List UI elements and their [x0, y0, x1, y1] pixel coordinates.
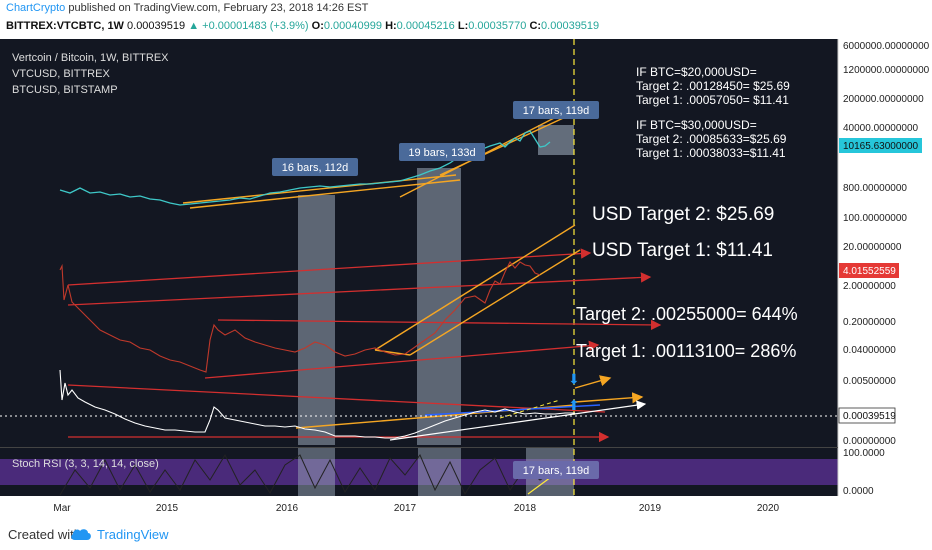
vtcbtc-series[interactable]: [59, 369, 575, 439]
price-tick: 40000.00000000: [843, 123, 919, 134]
range-box-1-stoch: [298, 448, 335, 496]
symbol-info: BITTREX:VTCBTC, 1W 0.00039519 ▲ +0.00001…: [6, 20, 599, 36]
ohlc-low-value: 0.00035770: [468, 20, 527, 32]
bar-label-1-text: 16 bars, 112d: [282, 162, 348, 174]
range-box-3[interactable]: [538, 125, 574, 155]
symbol-name: BITTREX:VTCBTC, 1W: [6, 20, 124, 32]
time-tick: 2016: [276, 503, 299, 514]
legend-main: Vertcoin / Bitcoin, 1W, BITTREX: [12, 52, 169, 64]
btc-target-2: Target 2: .00255000= 644%: [576, 304, 798, 324]
price-tick: 800.00000000: [843, 183, 907, 194]
btc-target-1: Target 1: .00113100= 286%: [576, 341, 796, 361]
btc20k-line2: Target 2: .00128450= $25.69: [636, 79, 790, 93]
btcusd-series[interactable]: [59, 130, 551, 206]
ohlc-high-label: H:: [385, 20, 397, 32]
created-with: Created with: [8, 527, 81, 542]
badge-vtcusd-text: 4.01552559: [843, 266, 896, 277]
time-tick: 2015: [156, 503, 179, 514]
price-tick: 2.00000000: [843, 281, 896, 292]
btc30k-line3: Target 1: .00038033=$11.41: [636, 146, 786, 160]
range-box-2-stoch: [418, 448, 461, 496]
stoch-rsi-label: Stoch RSI (3, 3, 14, 14, close): [12, 458, 159, 470]
price-tick: 0.00000000: [843, 436, 896, 447]
time-tick: 2017: [394, 503, 417, 514]
bar-label-3-text: 17 bars, 119d: [523, 105, 589, 117]
yellow-dash-low: [499, 399, 561, 419]
badge-btc: 10165.63000000: [839, 138, 922, 153]
time-tick: 2020: [757, 503, 780, 514]
time-tick: Mar: [53, 503, 71, 514]
last-price: 0.00039519: [127, 20, 186, 32]
btc30k-note: IF BTC=$30,000USD= Target 2: .00085633=$…: [636, 118, 787, 160]
stoch-tick-100: 100.0000: [843, 448, 885, 459]
badge-btc-text: 10165.63000000: [843, 141, 919, 152]
stoch-tick-0: 0.0000: [843, 486, 874, 497]
range-box-1[interactable]: [298, 195, 335, 445]
orange-channels: [182, 107, 644, 429]
white-channels: [389, 400, 647, 441]
ohlc-high-value: 0.00045216: [396, 20, 455, 32]
btc20k-line1: IF BTC=$20,000USD=: [636, 65, 757, 79]
target-marker-2: ⬆: [568, 397, 580, 413]
publish-info: ChartCrypto published on TradingView.com…: [6, 2, 368, 18]
price-change: ▲ +0.00001483 (+3.9%): [188, 20, 309, 32]
bar-label-4: 17 bars, 119d: [513, 461, 599, 479]
tradingview-link[interactable]: TradingView: [97, 527, 169, 542]
ohlc-open-label: O:: [311, 20, 324, 32]
footer: Created with TradingView: [0, 520, 932, 550]
badge-vtcbtc: 0.00039519: [838, 407, 896, 424]
ohlc-low-label: L:: [457, 20, 469, 32]
time-tick: 2019: [639, 503, 662, 514]
range-box-2[interactable]: [417, 168, 461, 445]
time-axis-ticks: Mar 2015 2016 2017 2018 2019 2020: [53, 503, 779, 514]
stoch-rsi-series[interactable]: [59, 453, 571, 496]
price-tick: 0.00500000: [843, 376, 896, 387]
usd-target-2: USD Target 2: $25.69: [592, 204, 774, 225]
price-axis-ticks: 6000000.00000000 1200000.00000000 200000…: [843, 41, 930, 447]
price-tick: 0.20000000: [843, 317, 896, 328]
ohlc-close-value: 0.00039519: [541, 20, 600, 32]
price-tick: 0.04000000: [843, 345, 896, 356]
legend-vtcusd: VTCUSD, BITTREX: [12, 68, 110, 80]
chart-area[interactable]: ⬇ ⬆ 16 bars, 112d 19 bars, 133d 17 bars,…: [0, 39, 932, 520]
chart-svg[interactable]: ⬇ ⬆ 16 bars, 112d 19 bars, 133d 17 bars,…: [0, 39, 932, 520]
vtcusd-series[interactable]: [59, 261, 541, 373]
ohlc-close-label: C:: [529, 20, 542, 32]
tradingview-cloud-icon[interactable]: [70, 527, 92, 544]
usd-target-1: USD Target 1: $11.41: [592, 240, 773, 261]
btc20k-note: IF BTC=$20,000USD= Target 2: .00128450= …: [636, 65, 790, 107]
author-link[interactable]: ChartCrypto: [6, 2, 66, 14]
legend-btcusd: BTCUSD, BITSTAMP: [12, 84, 118, 96]
bar-label-2-text: 19 bars, 133d: [408, 147, 475, 159]
time-axis[interactable]: [0, 496, 932, 520]
target-marker-1: ⬇: [568, 371, 580, 387]
btc30k-line1: IF BTC=$30,000USD=: [636, 118, 757, 132]
badge-vtcbtc-text: 0.00039519: [843, 411, 896, 422]
bar-label-2: 19 bars, 133d: [399, 143, 485, 161]
bar-label-4-text: 17 bars, 119d: [523, 465, 589, 477]
price-tick: 6000000.00000000: [843, 41, 930, 52]
btc20k-line3: Target 1: .00057050= $11.41: [636, 93, 789, 107]
price-tick: 20.00000000: [843, 242, 902, 253]
ohlc-open-value: 0.00040999: [323, 20, 382, 32]
price-tick: 100.00000000: [843, 213, 907, 224]
bar-label-1: 16 bars, 112d: [272, 158, 358, 176]
blue-line: [424, 404, 601, 416]
time-tick: 2018: [514, 503, 537, 514]
price-tick: 1200000.00000000: [843, 65, 930, 76]
btc30k-line2: Target 2: .00085633=$25.69: [636, 132, 787, 146]
badge-vtcusd: 4.01552559: [839, 263, 899, 278]
vtcusd-channel: [67, 248, 662, 443]
published-text: published on TradingView.com, February 2…: [68, 2, 369, 14]
bar-label-3: 17 bars, 119d: [513, 101, 599, 119]
price-tick: 200000.00000000: [843, 94, 924, 105]
